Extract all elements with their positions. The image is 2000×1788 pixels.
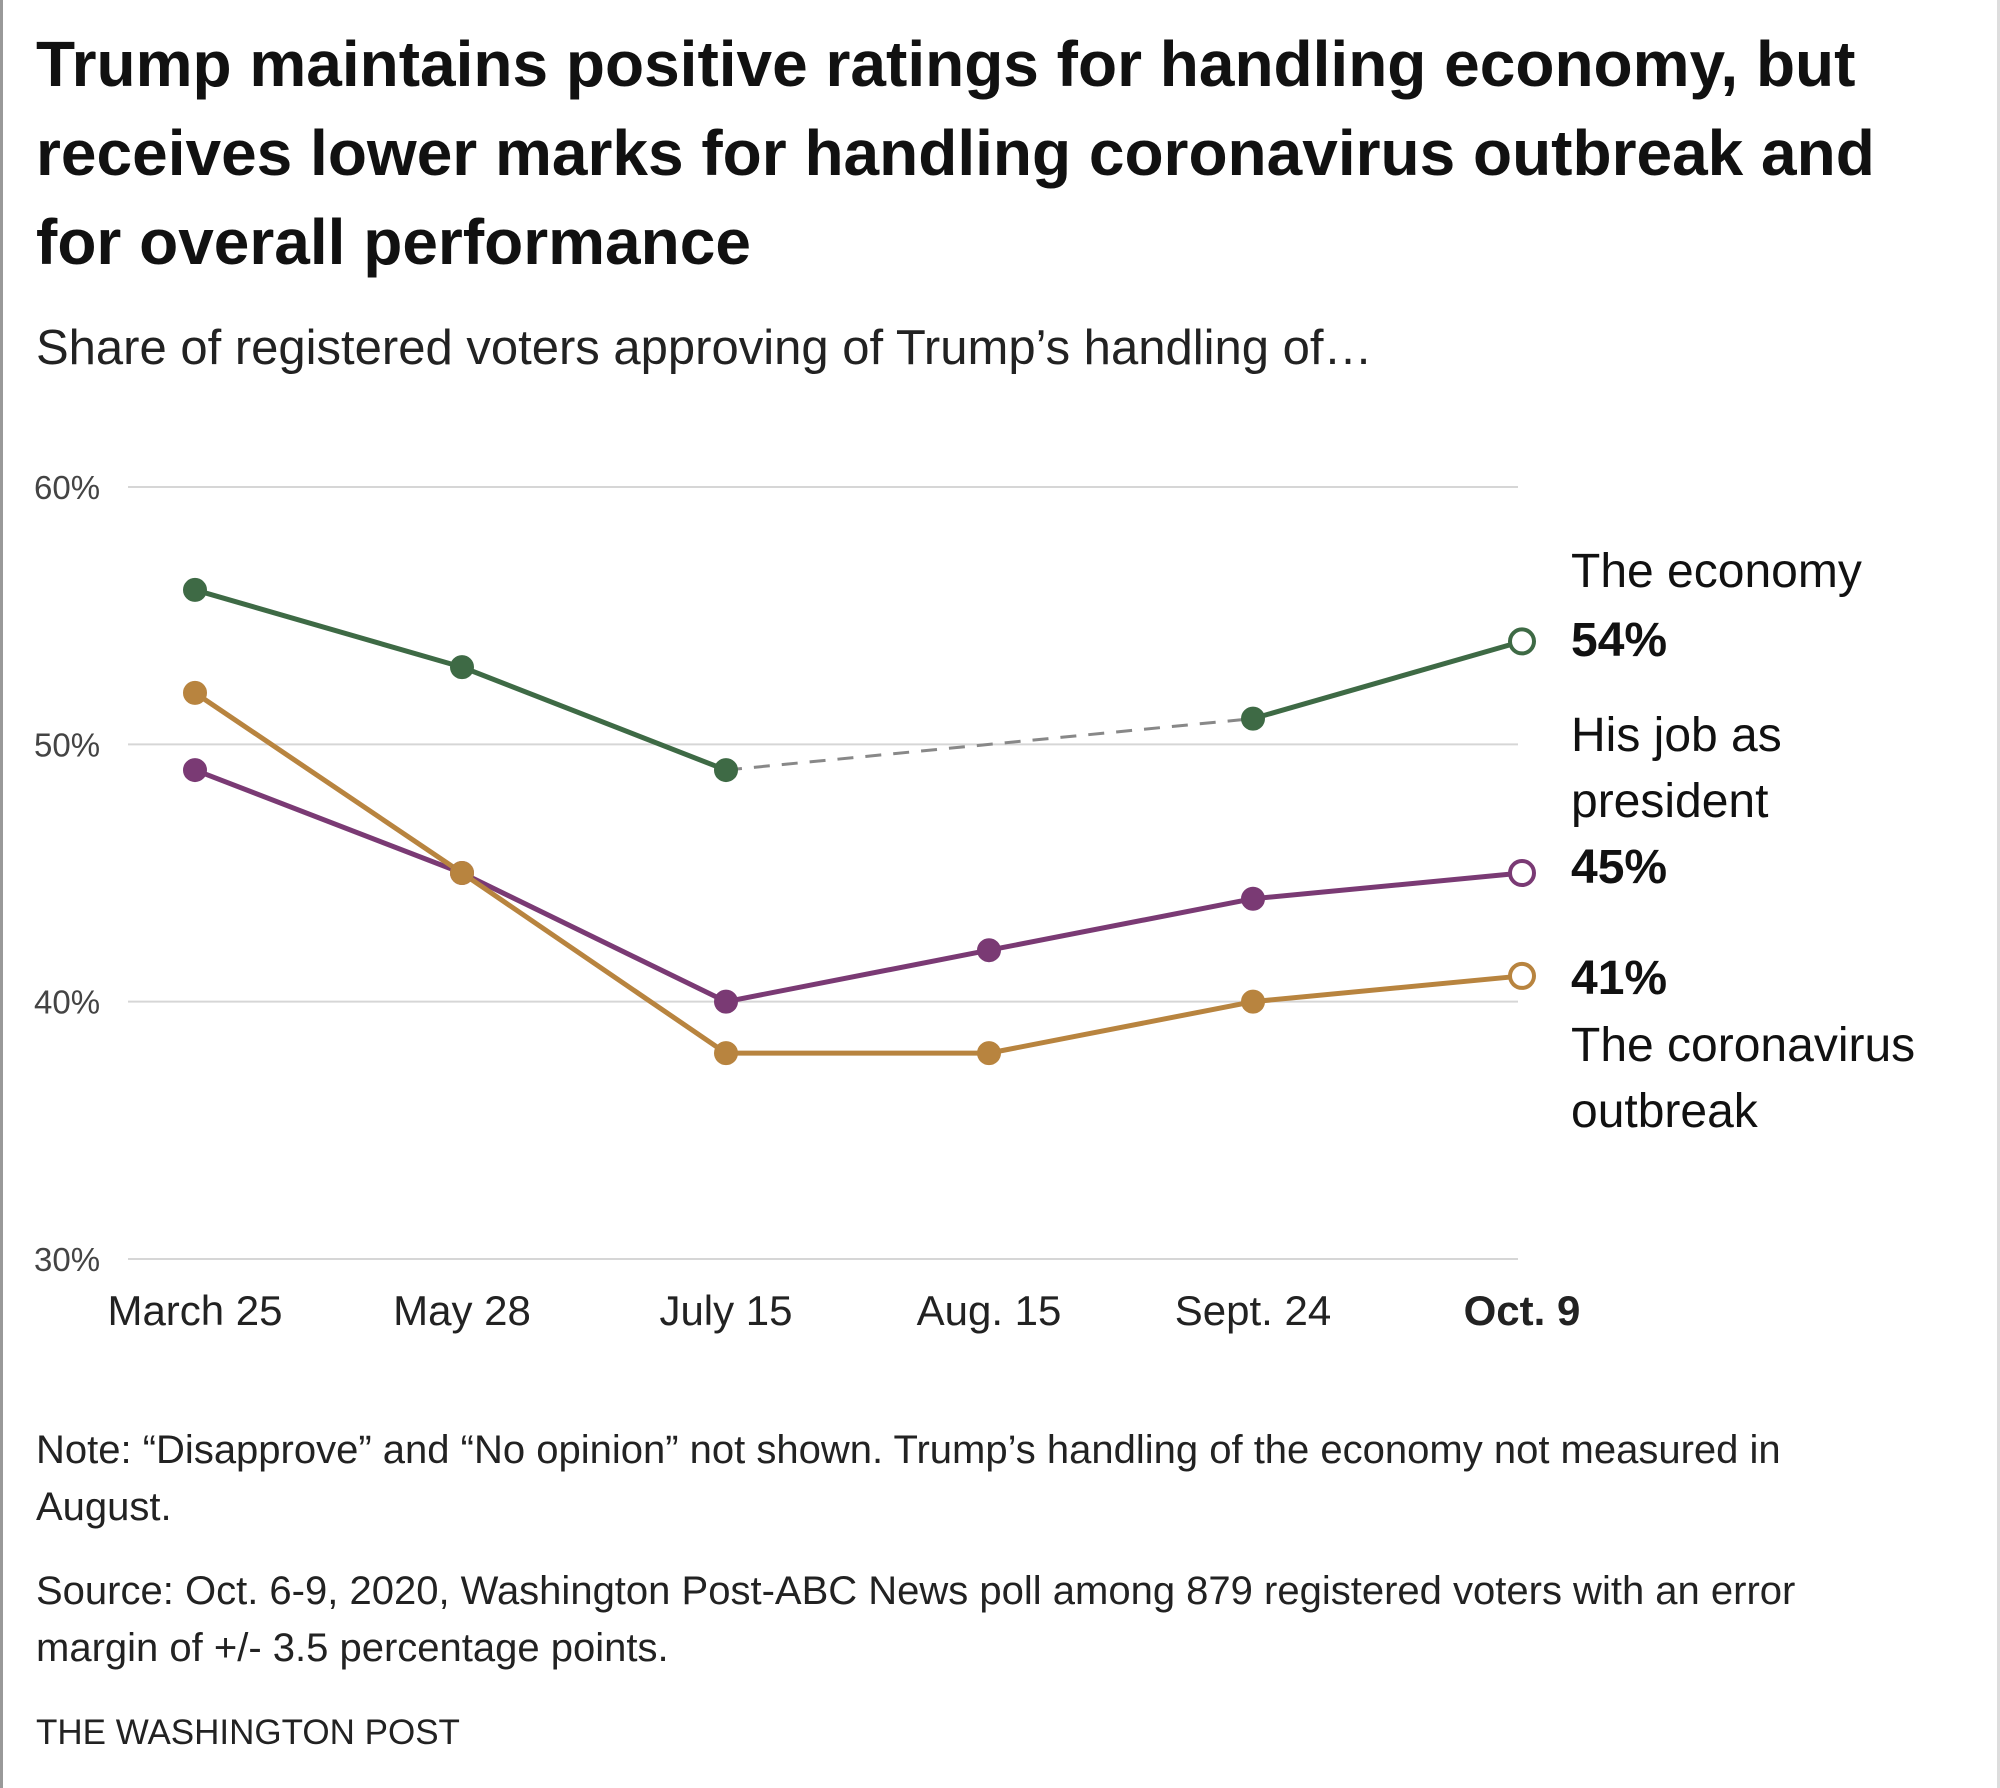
series-end-value: 54% bbox=[1571, 614, 1667, 667]
series-label: The economy bbox=[1571, 545, 1862, 598]
series-line-segment bbox=[460, 870, 728, 1056]
y-tick-label: 30% bbox=[34, 1241, 100, 1278]
y-tick-label: 50% bbox=[34, 726, 100, 763]
chart-source: Source: Oct. 6-9, 2020, Washington Post-… bbox=[36, 1569, 1796, 1670]
y-tick-label: 40% bbox=[34, 984, 100, 1021]
series-line-segment bbox=[988, 999, 1254, 1056]
x-tick-label: May 28 bbox=[393, 1287, 531, 1334]
data-point bbox=[1241, 706, 1265, 731]
series-label: His job as bbox=[1571, 709, 1782, 762]
series-label: president bbox=[1571, 775, 1768, 828]
x-tick-label: July 15 bbox=[659, 1287, 792, 1334]
data-point bbox=[1508, 859, 1536, 887]
series-line-segment bbox=[725, 947, 990, 1005]
data-point bbox=[183, 577, 207, 602]
data-point bbox=[450, 655, 474, 680]
x-tick-label: March 25 bbox=[107, 1287, 282, 1334]
data-point bbox=[450, 861, 474, 885]
x-tick-label: Sept. 24 bbox=[1175, 1287, 1331, 1334]
data-point bbox=[977, 1041, 1001, 1066]
data-point bbox=[183, 680, 207, 705]
data-point bbox=[714, 989, 738, 1014]
chart-title: Trump maintains positive ratings for han… bbox=[36, 28, 1875, 278]
series-end-value: 41% bbox=[1571, 952, 1667, 1005]
series-line-segment bbox=[725, 717, 1254, 772]
series-line-segment bbox=[194, 767, 463, 876]
series-line-segment bbox=[460, 870, 728, 1004]
series-label: outbreak bbox=[1571, 1085, 1759, 1138]
series-line-segment bbox=[1252, 870, 1523, 902]
data-point bbox=[1241, 989, 1265, 1014]
series-label: The coronavirus bbox=[1571, 1019, 1915, 1072]
data-point bbox=[1508, 627, 1536, 656]
series-end-value: 45% bbox=[1571, 841, 1667, 894]
series-line-segment bbox=[461, 664, 727, 773]
series-line-segment bbox=[194, 587, 463, 670]
data-point bbox=[977, 938, 1001, 963]
data-point bbox=[1508, 961, 1536, 990]
x-tick-label: Oct. 9 bbox=[1464, 1287, 1581, 1334]
series-line-segment bbox=[988, 896, 1254, 953]
chart-subtitle: Share of registered voters approving of … bbox=[36, 321, 1373, 375]
series-line-segment bbox=[1252, 638, 1523, 722]
data-point bbox=[1241, 886, 1265, 911]
series-line-segment bbox=[1252, 973, 1523, 1005]
chart-note: Note: “Disapprove” and “No opinion” not … bbox=[36, 1428, 1781, 1529]
series-line-segment bbox=[193, 690, 464, 876]
data-point bbox=[183, 758, 207, 783]
y-tick-label: 60% bbox=[34, 469, 100, 506]
x-tick-label: Aug. 15 bbox=[917, 1287, 1062, 1334]
publisher-logo: THE WASHINGTON POST bbox=[36, 1713, 460, 1752]
data-point bbox=[714, 758, 738, 783]
data-point bbox=[714, 1041, 738, 1066]
